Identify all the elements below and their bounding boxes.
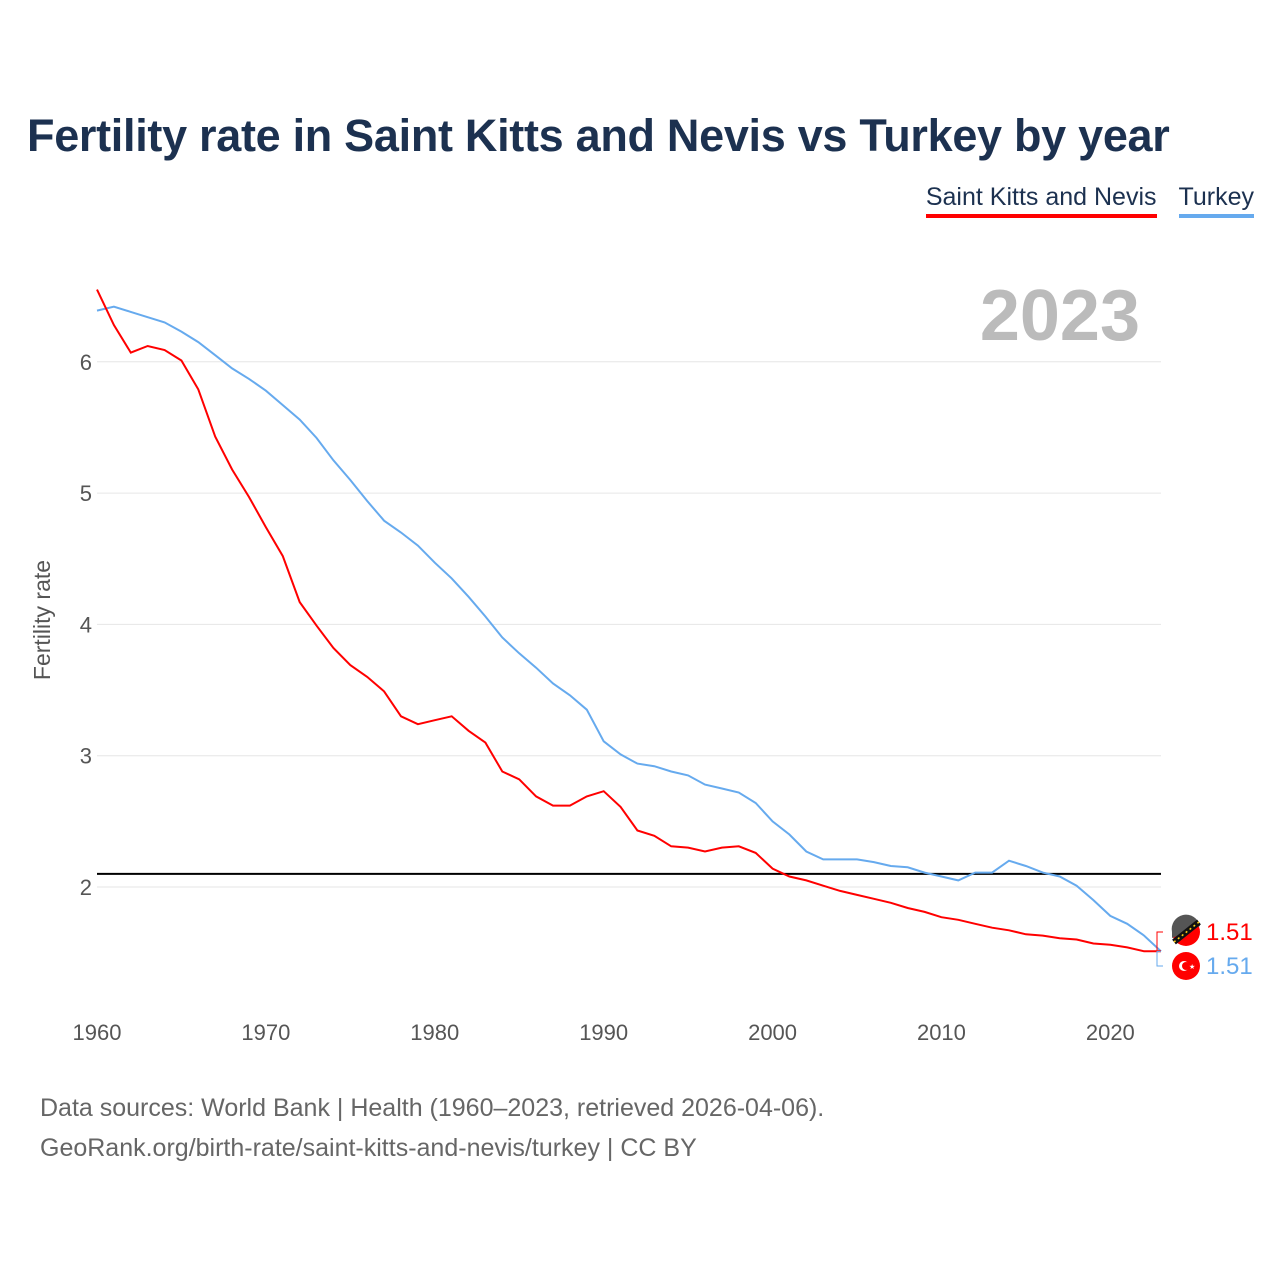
- chart-title: Fertility rate in Saint Kitts and Nevis …: [27, 110, 1170, 161]
- legend-item-saint-kitts[interactable]: Saint Kitts and Nevis: [925, 183, 1157, 218]
- x-tick-label: 2010: [917, 1020, 966, 1045]
- series-line-turkey: [96, 305, 1162, 953]
- x-tick-label: 1990: [579, 1020, 628, 1045]
- series-line-saint-kitts-and-nevis: [96, 289, 1161, 953]
- end-value-label: 1.51: [1206, 953, 1253, 980]
- y-tick-label: 3: [80, 744, 92, 769]
- x-tick-label: 1970: [241, 1020, 290, 1045]
- x-tick-label: 2020: [1086, 1020, 1135, 1045]
- legend-item-turkey[interactable]: Turkey: [1178, 183, 1254, 218]
- end-value-label: 1.51: [1206, 919, 1253, 946]
- turkey-flag-icon: ★: [1172, 952, 1200, 980]
- y-tick-label: 4: [80, 612, 92, 637]
- y-tick-label: 6: [80, 350, 92, 375]
- legend: Saint Kitts and Nevis Turkey: [925, 183, 1254, 218]
- year-label: 2023: [980, 276, 1140, 356]
- saint-kitts-flag-icon: [1171, 914, 1201, 946]
- x-tick-label: 1980: [410, 1020, 459, 1045]
- end-connector: [1156, 950, 1163, 967]
- footer: Data sources: World Bank | Health (1960–…: [40, 1088, 824, 1168]
- y-tick-label: 2: [80, 875, 92, 900]
- y-tick-label: 5: [80, 481, 92, 506]
- source-text: Data sources: World Bank | Health (1960–…: [40, 1094, 825, 1122]
- y-axis-label: Fertility rate: [29, 560, 55, 680]
- source-link[interactable]: GeoRank.org/birth-rate/saint-kitts-and-n…: [40, 1134, 697, 1162]
- x-tick-label: 2000: [748, 1020, 797, 1045]
- x-tick-label: 1960: [73, 1020, 122, 1045]
- svg-text:★: ★: [1189, 963, 1195, 971]
